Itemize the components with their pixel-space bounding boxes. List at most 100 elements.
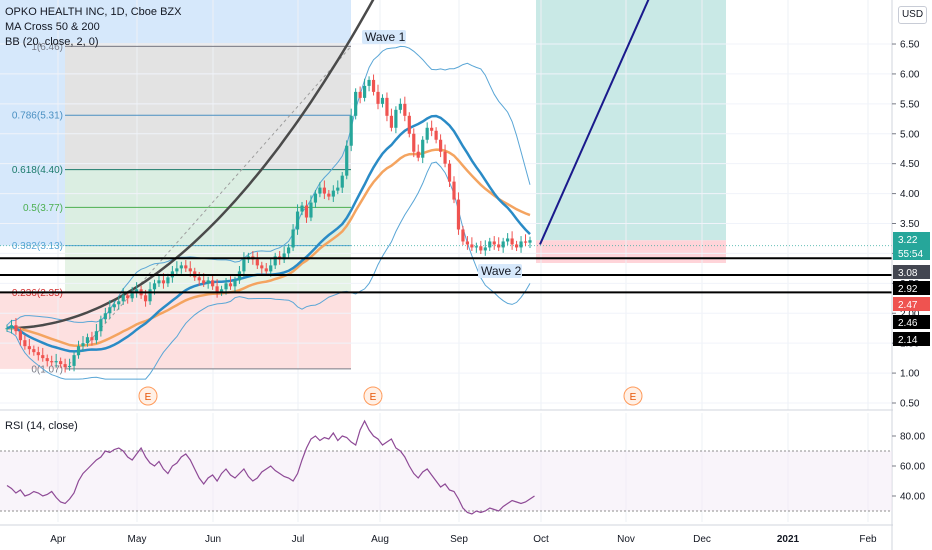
candle-body bbox=[331, 190, 335, 197]
fib-label-2: 0.618(4.40) bbox=[12, 165, 63, 176]
candle-body bbox=[103, 313, 107, 320]
fib-label-0: 1(6.46) bbox=[31, 42, 63, 53]
x-tick-label-7: Nov bbox=[617, 534, 635, 545]
y-tick-label-4: 4.50 bbox=[900, 159, 920, 170]
candle-body bbox=[18, 331, 23, 341]
candle-body bbox=[340, 175, 344, 188]
fib-label-3: 0.5(3.77) bbox=[23, 203, 63, 214]
candle-body bbox=[94, 331, 98, 341]
candle-body bbox=[474, 246, 478, 248]
currency-button[interactable]: USD bbox=[898, 6, 927, 24]
candle-body bbox=[85, 337, 90, 344]
candle-body bbox=[447, 163, 452, 182]
candle-body bbox=[492, 241, 496, 245]
candle-body bbox=[349, 115, 353, 146]
ma-cross-legend[interactable]: MA Cross 50 & 200 bbox=[5, 21, 100, 33]
candle-body bbox=[224, 283, 228, 290]
ma200-line bbox=[7, 0, 375, 330]
candle-body bbox=[465, 241, 470, 245]
x-tick-label-0: Apr bbox=[50, 534, 66, 545]
candle-body bbox=[228, 283, 233, 287]
candle-body bbox=[398, 103, 402, 110]
candle-body bbox=[501, 241, 505, 248]
candle-body bbox=[421, 139, 425, 158]
candle-body bbox=[282, 253, 286, 260]
stop-zone bbox=[536, 240, 726, 263]
candle-body bbox=[354, 91, 358, 116]
candle-body bbox=[313, 193, 318, 203]
y-tick-label-6: 3.50 bbox=[900, 219, 920, 230]
target-zone bbox=[536, 0, 726, 241]
candle-body bbox=[108, 307, 112, 314]
candle-body bbox=[523, 241, 528, 243]
candle-body bbox=[385, 97, 389, 116]
wave-label-bg-0 bbox=[362, 30, 406, 44]
candle-body bbox=[336, 187, 340, 191]
earnings-label-0: E bbox=[145, 392, 152, 403]
candle-body bbox=[318, 187, 322, 194]
candle-body bbox=[90, 337, 94, 341]
rsi-legend[interactable]: RSI (14, close) bbox=[5, 420, 78, 432]
candle-body bbox=[112, 304, 116, 308]
y-tick-label-11: 1.00 bbox=[900, 369, 920, 380]
candle-body bbox=[50, 361, 54, 363]
bb-legend[interactable]: BB (20, close, 2, 0) bbox=[5, 36, 99, 48]
candle-body bbox=[161, 280, 166, 284]
candle-body bbox=[233, 280, 237, 287]
candle-body bbox=[67, 365, 72, 368]
candle-body bbox=[81, 343, 85, 347]
rsi-band bbox=[0, 451, 892, 511]
candle-body bbox=[130, 292, 134, 299]
candle-body bbox=[452, 181, 456, 200]
candle-body bbox=[126, 295, 130, 299]
candle-body bbox=[363, 85, 367, 98]
earnings-label-2: E bbox=[630, 392, 637, 403]
candle-body bbox=[148, 289, 152, 302]
candle-body bbox=[443, 151, 447, 164]
candle-body bbox=[184, 265, 188, 269]
candle-body bbox=[479, 246, 483, 251]
candle-body bbox=[309, 202, 313, 218]
price-tag-5 bbox=[893, 315, 930, 329]
x-tick-label-5: Sep bbox=[450, 534, 468, 545]
projection-line bbox=[539, 0, 650, 245]
symbol-title[interactable]: OPKO HEALTH INC, 1D, Cboe BZX bbox=[5, 6, 182, 18]
candle-body bbox=[322, 187, 326, 194]
candle-body bbox=[5, 328, 9, 330]
price-tag-label-6: 2.14 bbox=[898, 335, 918, 346]
price-tag-4 bbox=[893, 297, 930, 311]
candle-body bbox=[211, 280, 215, 287]
candle-body bbox=[376, 91, 380, 104]
candle-body bbox=[434, 130, 438, 140]
candle-body bbox=[76, 346, 81, 356]
candle-body bbox=[72, 355, 76, 366]
candle-body bbox=[188, 268, 192, 272]
price-tag-0 bbox=[893, 232, 930, 246]
candle-body bbox=[202, 280, 206, 284]
candle-body bbox=[510, 238, 514, 245]
rsi-tick-label-1: 60.00 bbox=[900, 462, 925, 473]
candle-body bbox=[380, 97, 385, 104]
price-tag-label-5: 2.46 bbox=[898, 318, 918, 329]
candle-body bbox=[358, 91, 362, 98]
ma50-line bbox=[6, 148, 531, 347]
candle-body bbox=[215, 286, 219, 293]
candle-body bbox=[99, 319, 103, 332]
y-tick-label-0: 6.50 bbox=[900, 40, 920, 51]
fib-label-1: 0.786(5.31) bbox=[12, 111, 63, 122]
fib-zone-top bbox=[65, 43, 351, 170]
candle-body bbox=[63, 364, 67, 368]
candle-body bbox=[242, 259, 246, 272]
candle-body bbox=[175, 268, 179, 272]
earnings-marker-0 bbox=[138, 386, 158, 406]
candle-body bbox=[407, 115, 411, 134]
y-tick-label-9: 2.00 bbox=[900, 309, 920, 320]
candle-body bbox=[291, 229, 295, 248]
price-tag-6 bbox=[893, 332, 930, 346]
candle-body bbox=[152, 283, 157, 290]
candle-body bbox=[135, 289, 139, 293]
bb-lower-band bbox=[6, 161, 531, 380]
x-tick-label-2: Jun bbox=[205, 534, 221, 545]
